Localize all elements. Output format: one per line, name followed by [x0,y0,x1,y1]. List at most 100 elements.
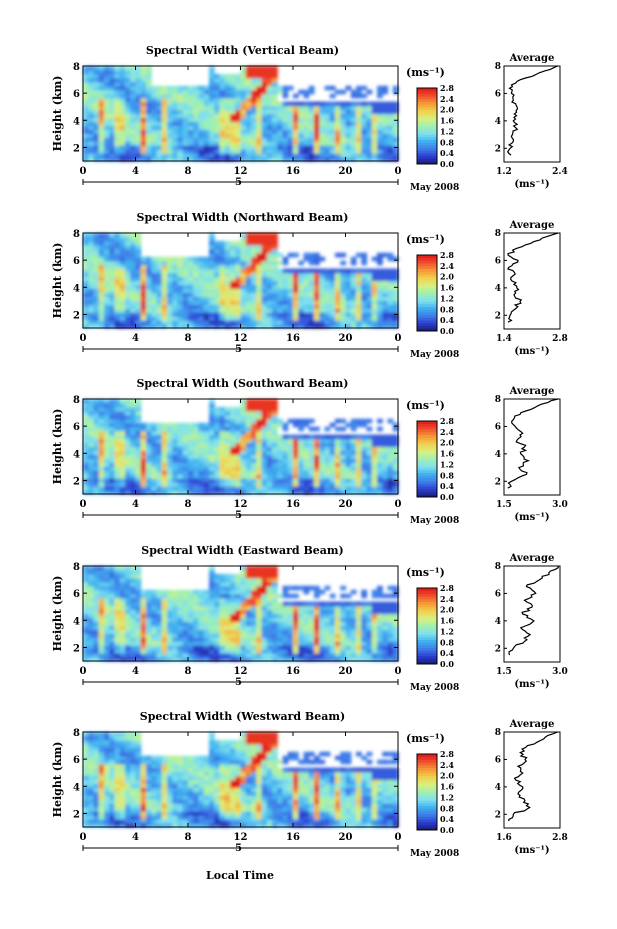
day-label: 5 [235,677,242,688]
colorbar-tick: 0.8 [440,470,454,480]
avg-x-tick: 2.8 [552,334,568,344]
colorbar-tick: 2.8 [440,83,454,93]
x-tick-label: 0 [80,333,87,344]
x-tick-label: 4 [132,499,139,510]
x-tick-label: 16 [286,666,300,677]
avg-x-tick: 1.4 [496,334,512,344]
colorbar-tick: 2.4 [440,760,454,770]
avg-y-tick: 8 [495,728,501,738]
avg-x-label: (ms⁻¹) [514,179,549,190]
x-tick-label: 12 [234,832,248,843]
y-axis-label: Height (km) [51,76,64,152]
avg-y-tick: 4 [495,284,501,294]
colorbar-tick: 0.0 [440,825,454,835]
y-tick-label: 6 [73,589,80,600]
colorbar-tick: 0.8 [440,137,454,147]
colorbar [416,587,438,665]
colorbar-tick: 1.6 [440,616,454,626]
colorbar-unit: (ms⁻¹) [406,66,445,79]
beam-panel: Spectral Width (Westward Beam)0 4 8 12 16 20 0… [51,710,568,859]
x-tick-label: 0 [395,499,402,510]
colorbar-tick: 1.6 [440,449,454,459]
y-tick-label: 6 [73,256,80,267]
colorbar-tick: 2.8 [440,250,454,260]
heatmap-cells [83,399,399,495]
colorbar-tick: 0.4 [440,315,454,325]
x-tick-label: 12 [234,166,248,177]
x-tick-label: 0 [80,166,87,177]
average-line [507,398,559,489]
x-tick-label: 20 [339,499,353,510]
colorbar-tick: 1.2 [440,792,454,802]
x-tick-label: 4 [132,666,139,677]
average-title: Average [509,53,555,64]
colorbar-tick: 0.8 [440,803,454,813]
avg-y-tick: 8 [495,62,501,72]
colorbar-tick: 2.4 [440,94,454,104]
colorbar-tick: 0.8 [440,304,454,314]
colorbar [416,753,438,831]
colorbar-tick: 1.2 [440,293,454,303]
x-tick-label: 12 [234,499,248,510]
average-frame [503,398,561,496]
x-tick-label: 0 [395,666,402,677]
avg-y-tick: 6 [495,89,501,99]
y-tick-label: 8 [73,395,80,406]
average-frame [503,731,561,829]
colorbar-tick: 0.4 [440,814,454,824]
panel-title: Spectral Width (Vertical Beam) [146,44,339,57]
avg-y-tick: 8 [495,229,501,239]
x-tick-label: 0 [80,832,87,843]
avg-x-tick: 1.2 [496,167,512,177]
avg-x-tick: 1.5 [496,500,512,510]
date-label: May 2008 [410,849,459,859]
date-label: May 2008 [410,183,459,193]
avg-y-tick: 6 [495,256,501,266]
beam-panel: Spectral Width (Vertical Beam) 0 4 8 12 16 20 0… [51,44,568,193]
y-tick-label: 2 [73,310,80,321]
colorbar-tick: 1.2 [440,459,454,469]
panel-title: Spectral Width (Eastward Beam) [141,544,343,557]
colorbar-tick: 1.2 [440,626,454,636]
x-tick-label: 0 [80,666,87,677]
y-tick-label: 8 [73,562,80,573]
colorbar-tick: 0.4 [440,648,454,658]
avg-y-tick: 6 [495,755,501,765]
heatmap-cells [83,732,399,828]
y-tick-label: 2 [73,476,80,487]
colorbar-tick: 2.0 [440,771,454,781]
avg-y-tick: 6 [495,422,501,432]
y-tick-label: 6 [73,422,80,433]
avg-x-label: (ms⁻¹) [514,679,549,690]
heatmap-cells [83,66,399,162]
average-title: Average [509,386,555,397]
beam-panel: Spectral Width (Southward Beam)0 4 8 12 16 20… [51,377,568,526]
colorbar [416,254,438,332]
x-tick-label: 16 [286,166,300,177]
avg-x-label: (ms⁻¹) [514,346,549,357]
colorbar-tick: 0.0 [440,326,454,336]
colorbar-unit: (ms⁻¹) [406,566,445,579]
avg-y-tick: 2 [495,144,501,154]
beam-panel: Spectral Width (Northward Beam)0 4 8 12 16 20… [51,211,568,360]
x-tick-label: 20 [339,832,353,843]
average-frame [503,232,561,330]
avg-y-tick: 2 [495,644,501,654]
y-axis-label: Height (km) [51,576,64,652]
avg-x-label: (ms⁻¹) [514,845,549,856]
colorbar [416,87,438,165]
colorbar-tick: 2.0 [440,105,454,115]
x-tick-label: 16 [286,499,300,510]
y-tick-label: 4 [73,116,80,127]
x-tick-label: 20 [339,166,353,177]
avg-x-tick: 2.4 [552,167,568,177]
x-tick-label: 4 [132,333,139,344]
colorbar-tick: 0.0 [440,159,454,169]
y-tick-label: 4 [73,782,80,793]
colorbar-unit: (ms⁻¹) [406,233,445,246]
x-tick-label: 16 [286,333,300,344]
x-tick-label: 8 [185,832,192,843]
y-tick-label: 6 [73,89,80,100]
avg-y-tick: 2 [495,810,501,820]
